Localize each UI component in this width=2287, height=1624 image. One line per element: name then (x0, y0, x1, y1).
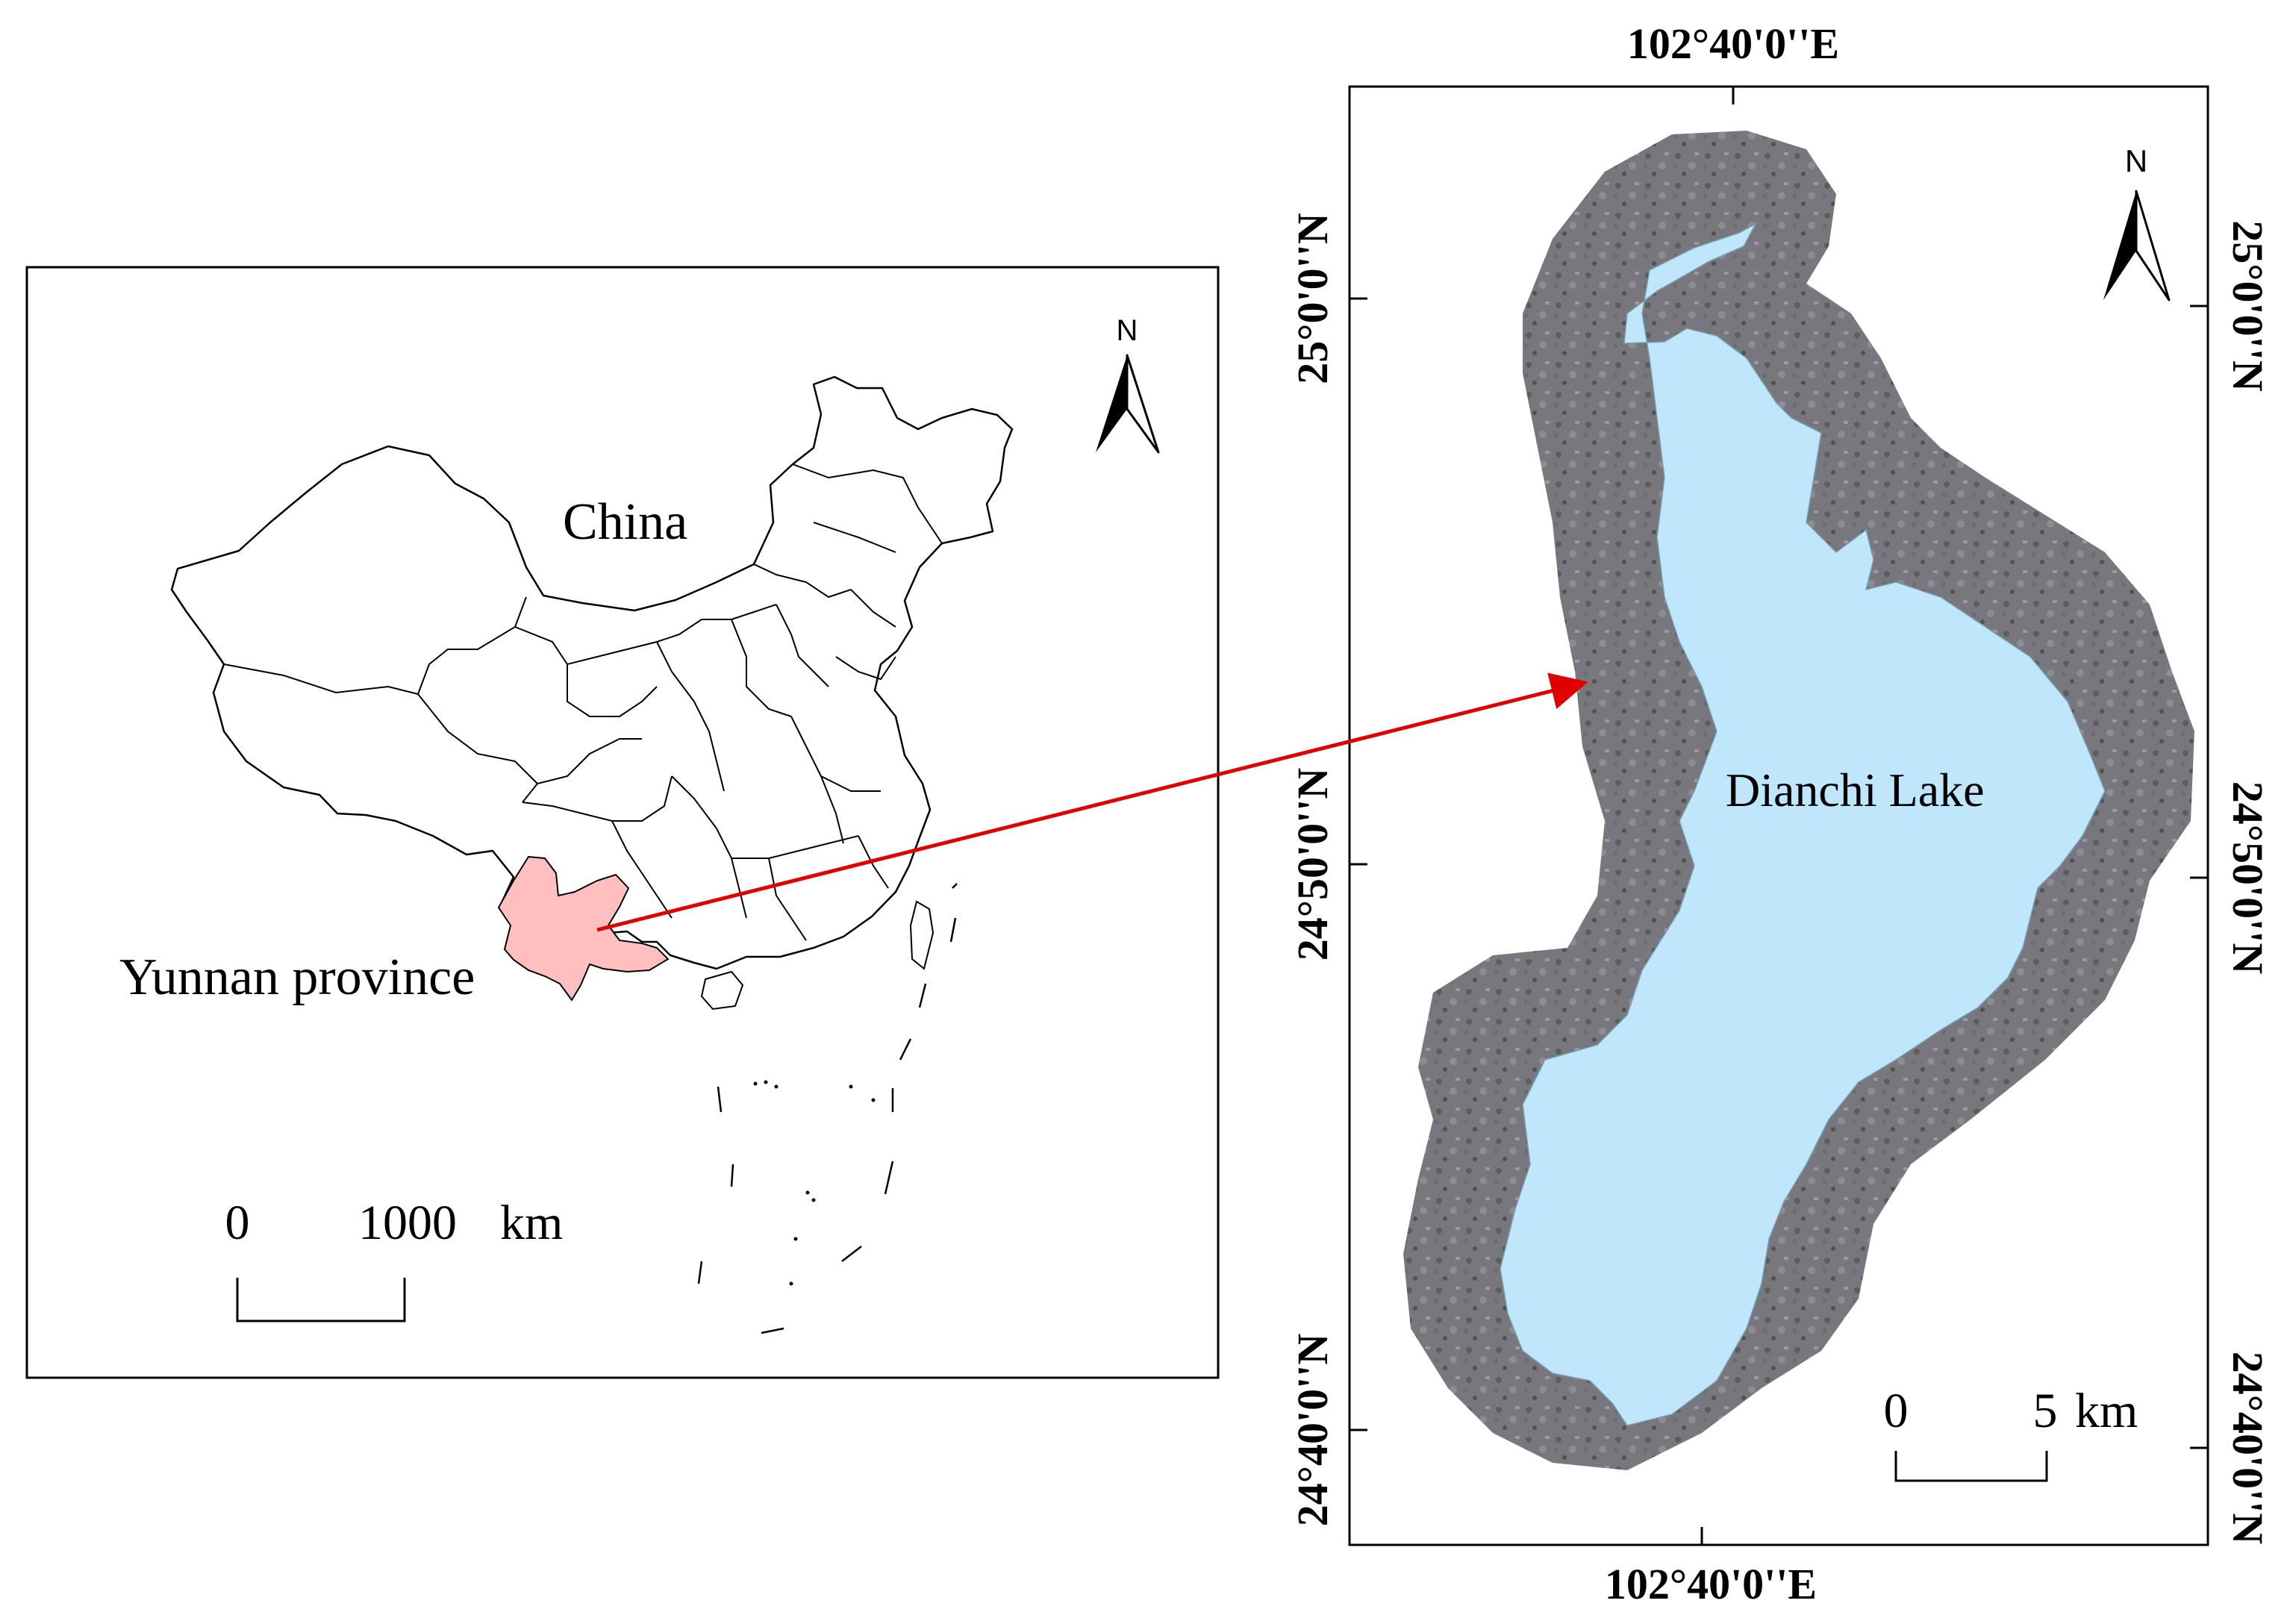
china-outline (170, 375, 1014, 987)
longitude-label-top: 102°40'0''E (1627, 19, 1839, 68)
yunnan-label: Yunnan province (119, 949, 475, 1006)
hainan-island (700, 970, 744, 1011)
lake-map-panel: 102°40'0''E 102°40'0''E 25°0'0''N 24°50'… (1288, 19, 2272, 1608)
lake-scale-bar: 0 5 km (1884, 1384, 2138, 1482)
taiwan-island (909, 900, 935, 970)
lake-scale-value: 5 (2033, 1384, 2058, 1438)
china-scale-bar: 0 1000 km (225, 1196, 563, 1322)
lake-scale-line (1894, 1451, 2048, 1482)
lake-north-arrow-icon (2103, 191, 2136, 300)
china-north-arrow: N (1096, 314, 1160, 454)
lake-north-label: N (2125, 143, 2147, 178)
lake-label: Dianchi Lake (1726, 763, 1985, 816)
china-north-label: N (1117, 314, 1138, 347)
graticule-ticks (1350, 87, 2208, 1545)
yunnan-province-highlight (497, 855, 670, 1002)
location-arrow (596, 672, 1588, 932)
latitude-label-left-2: 24°50'0''N (1288, 768, 1337, 961)
lake-scale-unit: km (2075, 1384, 2138, 1438)
latitude-label-right-3: 24°40'0''N (2224, 1352, 2272, 1545)
latitude-label-right-2: 24°50'0''N (2224, 781, 2272, 975)
lake-scale-zero: 0 (1884, 1384, 1909, 1438)
china-north-arrow-icon (1096, 355, 1127, 452)
china-scale-zero: 0 (225, 1196, 250, 1250)
latitude-label-left-3: 24°40'0''N (1288, 1334, 1337, 1527)
longitude-label-bottom: 102°40'0''E (1605, 1560, 1817, 1608)
island-dots (753, 1080, 876, 1286)
latitude-label-left-1: 25°0'0''N (1288, 213, 1337, 384)
province-boundaries (223, 463, 943, 941)
china-scale-unit: km (500, 1196, 563, 1250)
lake-north-arrow: N (2103, 143, 2171, 302)
china-scale-value: 1000 (358, 1196, 457, 1250)
south-china-sea-islands (697, 883, 958, 1334)
china-label: China (563, 493, 687, 551)
china-map-panel: N China Yunnan province 0 1000 km (25, 266, 1220, 1379)
dianchi-lake (1500, 222, 2106, 1426)
latitude-label-right-1: 25°0'0''N (2224, 220, 2272, 392)
china-scale-line (236, 1278, 406, 1322)
